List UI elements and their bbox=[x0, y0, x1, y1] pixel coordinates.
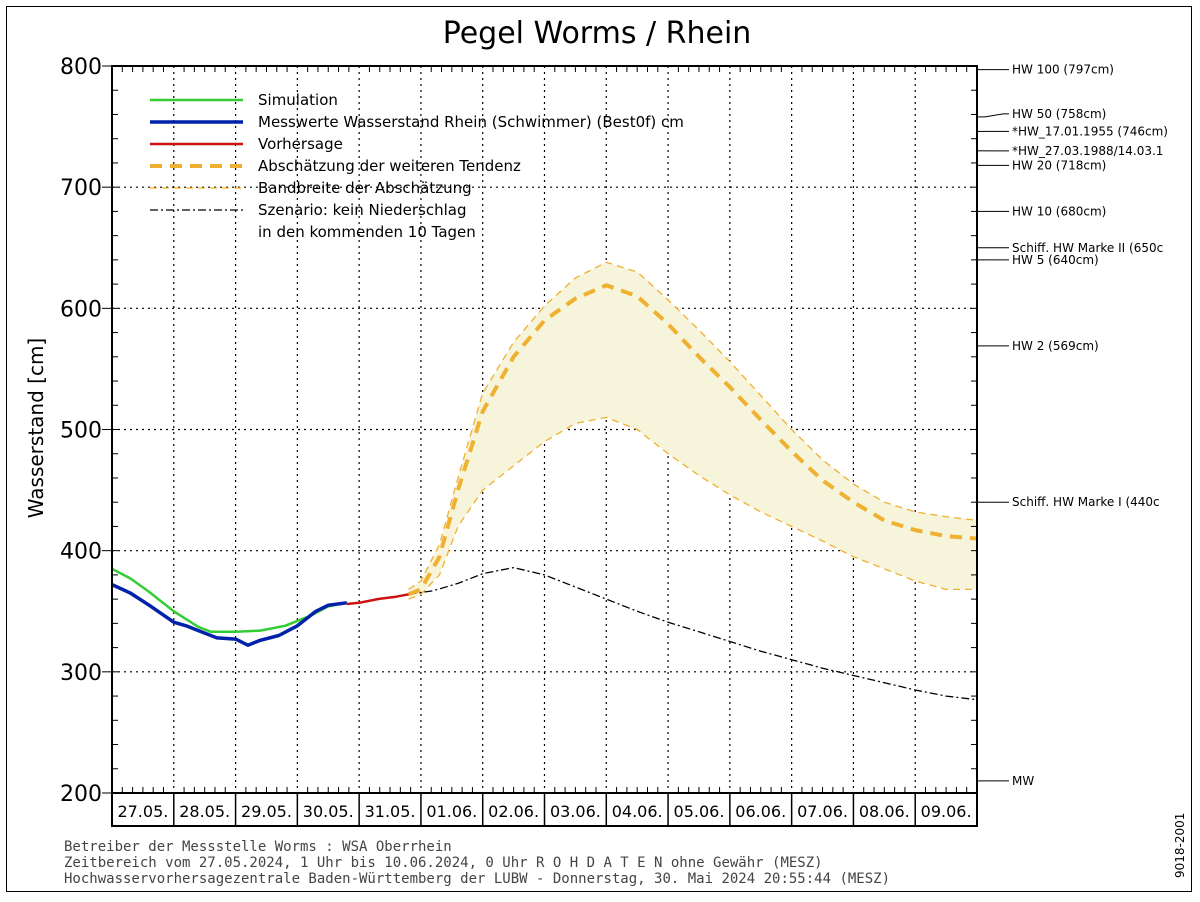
legend-label: Szenario: kein Niederschlag bbox=[258, 201, 466, 219]
footer-line-2: Zeitbereich vom 27.05.2024, 1 Uhr bis 10… bbox=[64, 855, 823, 871]
series-line bbox=[346, 593, 409, 606]
band-upper-line bbox=[408, 261, 978, 590]
x-tick-label: 02.06. bbox=[488, 802, 539, 821]
legend-label: Bandbreite der Abschätzung bbox=[258, 179, 472, 197]
y-tick-label: 700 bbox=[60, 176, 102, 201]
ref-label: HW 2 (569cm) bbox=[1012, 339, 1099, 353]
y-axis-label: Wasserstand [cm] bbox=[24, 338, 48, 518]
forecast-band bbox=[408, 261, 978, 600]
legend-label: Vorhersage bbox=[258, 135, 343, 153]
legend: Simulation Messwerte Wasserstand Rhein (S… bbox=[150, 91, 684, 241]
footer-line-1: Betreiber der Messstelle Worms : WSA Obe… bbox=[64, 839, 452, 855]
ref-label: HW 100 (797cm) bbox=[1012, 63, 1114, 77]
y-tick-label: 400 bbox=[60, 540, 102, 565]
ref-label: *HW_17.01.1955 (746cm) bbox=[1012, 124, 1168, 138]
x-tick-label: 29.05. bbox=[241, 802, 292, 821]
x-tick-label: 03.06. bbox=[550, 802, 601, 821]
y-tick-label: 300 bbox=[60, 661, 102, 686]
x-tick-label: 28.05. bbox=[179, 802, 230, 821]
series-lines bbox=[111, 283, 978, 701]
x-tick-label: 01.06. bbox=[426, 802, 477, 821]
ref-leader bbox=[984, 113, 1009, 118]
x-tick-label: 09.06. bbox=[921, 802, 972, 821]
legend-label-line2: in den kommenden 10 Tagen bbox=[258, 223, 476, 241]
legend-label: Abschätzung der weiteren Tendenz bbox=[258, 157, 521, 175]
axes: 200 300 400 500 600 700 800 27.05. 28.05. 29.05. 3… bbox=[60, 55, 978, 827]
x-tick-label: 27.05. bbox=[117, 802, 168, 821]
grid-lines bbox=[112, 66, 977, 793]
x-tick-label: 06.06. bbox=[735, 802, 786, 821]
band-lower-line bbox=[408, 416, 977, 600]
footer-line-3: Hochwasservorhersagezentrale Baden-Württ… bbox=[64, 871, 890, 887]
series-line bbox=[111, 583, 348, 647]
x-tick-label: 31.05. bbox=[365, 802, 416, 821]
chart-title: Pegel Worms / Rhein bbox=[443, 16, 752, 51]
y-tick-label: 500 bbox=[60, 419, 102, 444]
x-tick-label: 05.06. bbox=[674, 802, 725, 821]
ref-label: HW 50 (758cm) bbox=[1012, 107, 1106, 121]
ref-label: *HW_27.03.1988/14.03.1 bbox=[1012, 144, 1163, 158]
series-line bbox=[408, 566, 978, 701]
ref-label: HW 5 (640cm) bbox=[1012, 253, 1099, 267]
chart-frame bbox=[6, 6, 1192, 892]
series-line bbox=[111, 567, 348, 634]
series-line bbox=[407, 283, 978, 597]
ref-label: HW 10 (680cm) bbox=[1012, 204, 1106, 218]
y-tick-label: 800 bbox=[60, 55, 102, 80]
reference-lines: HW 100 (797cm) HW 50 (758cm) *HW_17.01.195… bbox=[977, 63, 1168, 788]
band-fill-area bbox=[408, 262, 978, 600]
plot-border bbox=[111, 65, 978, 827]
y-tick-label: 600 bbox=[60, 297, 102, 322]
ref-label: HW 20 (718cm) bbox=[1012, 158, 1106, 172]
side-code: 9018-2001 bbox=[1173, 813, 1187, 878]
x-tick-label: 30.05. bbox=[303, 802, 354, 821]
legend-label: Messwerte Wasserstand Rhein (Schwimmer) … bbox=[258, 113, 684, 131]
ref-label: MW bbox=[1012, 774, 1034, 788]
ref-label: Schiff. HW Marke I (440c bbox=[1012, 495, 1160, 509]
y-tick-label: 200 bbox=[60, 782, 102, 807]
legend-label: Simulation bbox=[258, 91, 338, 109]
ref-label: Schiff. HW Marke II (650c bbox=[1012, 241, 1163, 255]
x-tick-label: 07.06. bbox=[797, 802, 848, 821]
x-tick-label: 08.06. bbox=[859, 802, 910, 821]
x-tick-label: 04.06. bbox=[612, 802, 663, 821]
